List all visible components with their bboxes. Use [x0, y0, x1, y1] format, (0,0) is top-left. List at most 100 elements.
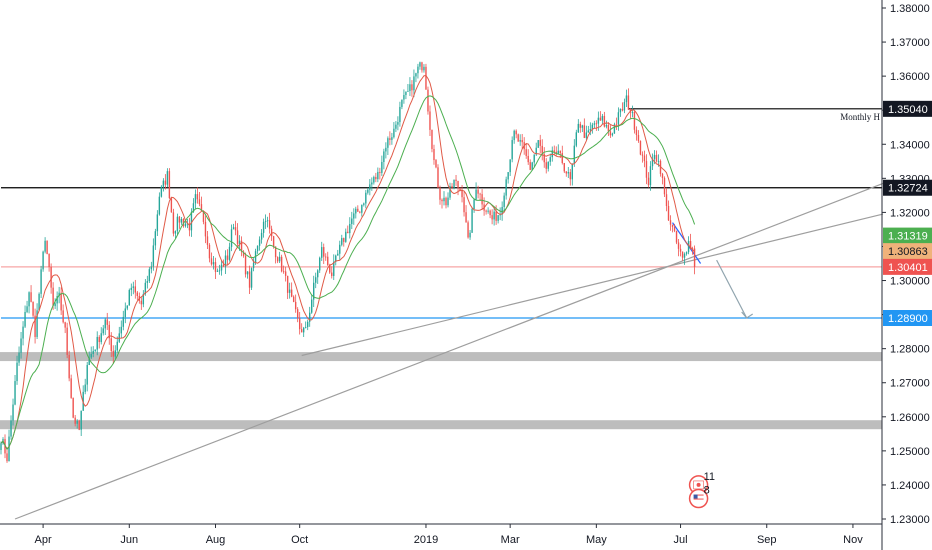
- candle-body: [190, 211, 193, 231]
- price-tag-label: 1.35040: [888, 104, 928, 116]
- candle-body: [86, 364, 88, 385]
- candle-body: [98, 336, 100, 343]
- candle-body: [246, 271, 249, 275]
- candle-body: [18, 352, 20, 363]
- candle-body: [114, 350, 116, 357]
- candle-body: [42, 251, 44, 270]
- candle-body: [377, 171, 379, 180]
- support-zones: [0, 352, 882, 430]
- candle-body: [655, 154, 658, 162]
- time-axis[interactable]: Apr Jun Aug Oct 2019 Mar May Jul Sep Nov: [0, 523, 882, 546]
- candle-body: [32, 301, 34, 316]
- candle-body: [471, 209, 473, 233]
- time-tick-label: Sep: [757, 534, 777, 546]
- candle-body: [198, 199, 201, 205]
- candle-body: [357, 208, 359, 212]
- event-badges[interactable]: 118: [688, 471, 715, 509]
- candle-body: [54, 303, 56, 307]
- candle-body: [202, 210, 205, 222]
- candle-body: [110, 338, 112, 351]
- candle-body: [481, 194, 483, 205]
- candle-body: [78, 420, 80, 430]
- time-tick-label: Nov: [843, 534, 863, 546]
- us-flag-stripe: [693, 494, 704, 496]
- candle-body: [176, 216, 179, 232]
- candle-body: [238, 240, 241, 244]
- support-zone: [0, 352, 882, 362]
- candle-body: [216, 270, 219, 272]
- candle-body: [647, 177, 650, 186]
- candle-body: [637, 135, 640, 141]
- price-tag-label: 1.30863: [888, 246, 928, 258]
- candle-body: [327, 256, 329, 266]
- projection-arrowhead: [741, 311, 754, 319]
- candle-body: [274, 246, 277, 258]
- candle-body: [313, 282, 315, 300]
- candle-body: [12, 404, 14, 421]
- price-axis[interactable]: 1.380001.370001.360001.350001.340001.330…: [881, 0, 930, 550]
- candle-body: [657, 160, 660, 162]
- candle-body: [427, 89, 429, 112]
- candle-body: [537, 140, 539, 148]
- candle-body: [92, 350, 94, 355]
- candle-body: [264, 221, 267, 222]
- candle-body: [393, 128, 395, 138]
- candle-body: [391, 137, 393, 140]
- candle-body: [44, 240, 46, 252]
- candle-body: [186, 223, 189, 225]
- candle-body: [541, 145, 543, 155]
- candle-body: [423, 66, 425, 71]
- candle-body: [475, 189, 477, 200]
- time-tick-label: Aug: [206, 534, 226, 546]
- price-tag: [883, 258, 932, 275]
- candle-body: [651, 158, 654, 167]
- candle-body: [555, 151, 557, 154]
- candle-body: [607, 125, 610, 132]
- time-tick-label: May: [586, 534, 607, 546]
- candle-body: [50, 266, 52, 288]
- candle-body: [611, 133, 614, 136]
- candle-body: [70, 378, 72, 398]
- candle-body: [433, 148, 435, 161]
- candle-body: [597, 117, 600, 124]
- candle-body: [226, 255, 229, 260]
- candle-body: [266, 220, 269, 222]
- candle-body: [66, 327, 68, 355]
- candle-body: [409, 84, 411, 92]
- trend-lines: [14, 182, 884, 520]
- candle-body: [222, 264, 225, 267]
- candle-body: [258, 239, 261, 246]
- candle-body: [465, 212, 467, 223]
- candle-body: [369, 184, 371, 190]
- candle-body: [170, 198, 173, 213]
- candle-body: [242, 251, 245, 256]
- candle-body: [579, 123, 582, 128]
- candle-body: [317, 270, 319, 278]
- candle-body: [321, 247, 323, 258]
- candle-body: [461, 190, 463, 198]
- trend-line: [301, 213, 884, 357]
- candle-body: [34, 315, 36, 337]
- candle-body: [240, 240, 243, 252]
- candle-body: [527, 155, 529, 163]
- candle-body: [347, 231, 349, 234]
- candle-body: [519, 140, 521, 142]
- candle-body: [296, 309, 299, 319]
- candle-body: [547, 161, 549, 169]
- candle-body: [172, 212, 175, 234]
- candle-body: [337, 253, 339, 256]
- candle-body: [559, 150, 561, 154]
- candle-body: [208, 244, 211, 259]
- candle-body: [286, 275, 289, 293]
- candle-body: [491, 215, 493, 220]
- candle-body: [619, 108, 622, 113]
- price-tick-label: 1.34000: [890, 139, 930, 151]
- candle-body: [601, 115, 604, 121]
- candle-body: [531, 162, 533, 170]
- us-flag-stripe: [693, 500, 704, 502]
- candle-body: [405, 91, 407, 96]
- candle-body: [304, 327, 307, 328]
- usa-event-badge[interactable]: 8: [688, 485, 710, 509]
- candle-body: [278, 256, 281, 262]
